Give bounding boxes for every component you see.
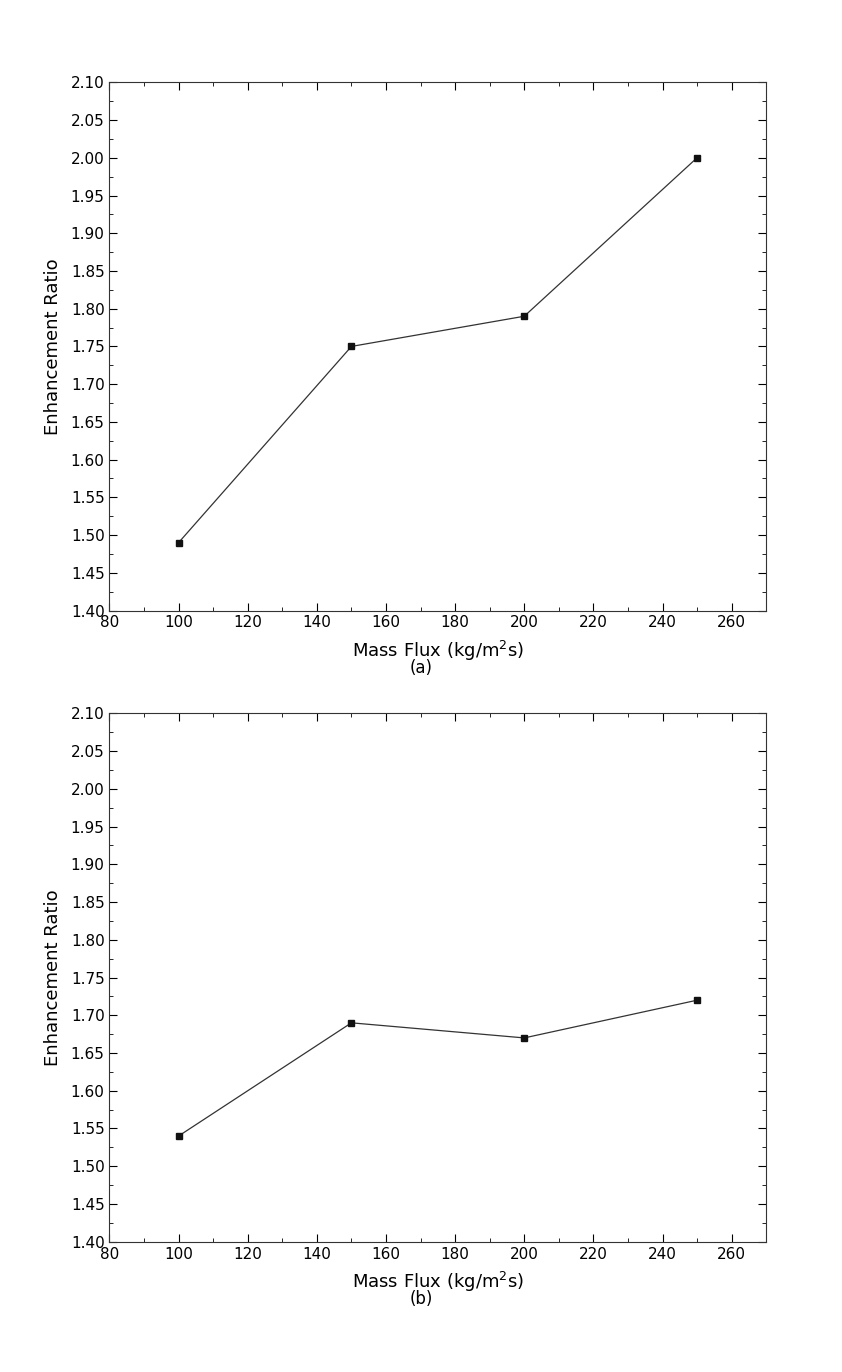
Y-axis label: Enhancement Ratio: Enhancement Ratio: [45, 258, 62, 435]
Text: (a): (a): [409, 659, 433, 678]
Y-axis label: Enhancement Ratio: Enhancement Ratio: [45, 889, 62, 1066]
X-axis label: Mass Flux (kg/m$^2$s): Mass Flux (kg/m$^2$s): [352, 639, 524, 663]
Text: (b): (b): [409, 1290, 433, 1309]
X-axis label: Mass Flux (kg/m$^2$s): Mass Flux (kg/m$^2$s): [352, 1270, 524, 1294]
